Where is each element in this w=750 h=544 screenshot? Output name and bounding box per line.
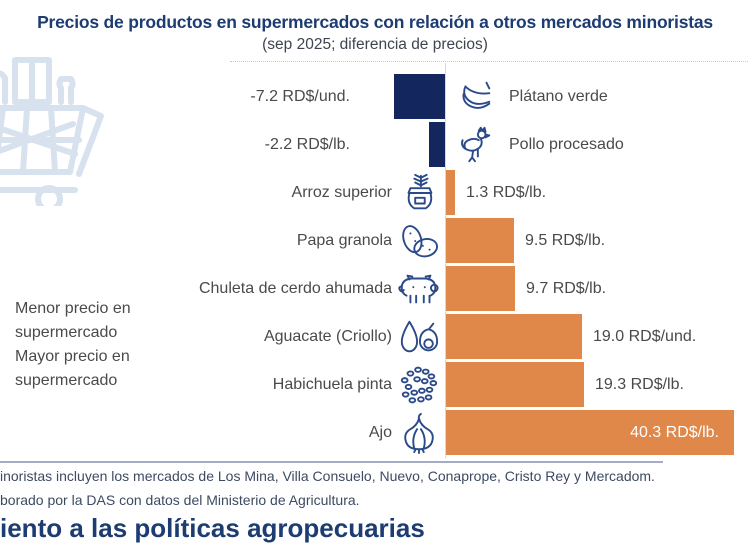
- bar-row: -2.2 RD$/lb. Pollo procesado: [0, 121, 750, 169]
- positive-bar: [446, 170, 455, 215]
- category-label: Pollo procesado: [509, 136, 624, 153]
- negative-bar: [394, 74, 445, 119]
- footnote-markets: inoristas incluyen los mercados de Los M…: [0, 468, 655, 484]
- value-label: -7.2 RD$/und.: [250, 88, 350, 105]
- bar-row: 19.3 RD$/lb. Habichuela pinta: [0, 361, 750, 409]
- legend-side-note: Menor precio en supermercado Mayor preci…: [15, 297, 175, 393]
- potato-icon: [396, 219, 442, 263]
- legend-lower-price-line1: Menor precio en: [15, 300, 131, 317]
- bar-row: 40.3 RD$/lb. Ajo: [0, 409, 750, 457]
- bar-row: 1.3 RD$/lb. Arroz superior: [0, 169, 750, 217]
- category-label: Papa granola: [296, 232, 392, 249]
- bar-row: 19.0 RD$/und. Aguacate (Criollo): [0, 313, 750, 361]
- chart-subtitle: (sep 2025; diferencia de precios): [262, 36, 488, 53]
- positive-bar: [446, 218, 514, 263]
- rice-icon: [396, 171, 442, 215]
- pig-icon: [396, 267, 442, 311]
- category-label: Aguacate (Criollo): [263, 328, 392, 345]
- category-label: Plátano verde: [509, 88, 608, 105]
- value-label: 1.3 RD$/lb.: [466, 184, 547, 201]
- bar-row: -7.2 RD$/und. Plátano verde: [0, 73, 750, 121]
- category-label: Chuleta de cerdo ahumada: [198, 280, 392, 297]
- value-label: 9.5 RD$/lb.: [525, 232, 606, 249]
- zero-axis-line: [445, 63, 446, 458]
- legend-higher-price-line2: supermercado: [15, 372, 118, 389]
- avocado-icon: [396, 315, 442, 359]
- category-label: Ajo: [368, 424, 392, 441]
- next-section-heading: iento a las políticas agropecuarias: [0, 513, 425, 543]
- footer-divider: [0, 461, 663, 463]
- chart-title: Precios de productos en supermercados co…: [37, 12, 713, 32]
- banana-icon: [452, 75, 498, 119]
- value-label: 40.3 RD$/lb.: [630, 424, 719, 441]
- garlic-icon: [396, 411, 442, 455]
- chicken-icon: [452, 123, 498, 167]
- bar-row: 9.5 RD$/lb. Papa granola: [0, 217, 750, 265]
- beans-icon: [396, 363, 442, 407]
- value-label: -2.2 RD$/lb.: [264, 136, 350, 153]
- top-gridline: [230, 61, 748, 62]
- footnote-source: borado por la DAS con datos del Minister…: [0, 492, 360, 508]
- positive-bar: [446, 314, 582, 359]
- legend-lower-price-line2: supermercado: [15, 324, 118, 341]
- legend-higher-price-line1: Mayor precio en: [15, 348, 130, 365]
- category-label: Arroz superior: [291, 184, 392, 201]
- negative-bar: [429, 122, 445, 167]
- value-label: 9.7 RD$/lb.: [526, 280, 607, 297]
- bar-row: 9.7 RD$/lb. Chuleta de cerdo ahumada: [0, 265, 750, 313]
- value-label: 19.0 RD$/und.: [593, 328, 697, 345]
- positive-bar: [446, 362, 584, 407]
- positive-bar: [446, 266, 515, 311]
- positive-bar: [446, 410, 734, 455]
- value-label: 19.3 RD$/lb.: [595, 376, 684, 393]
- category-label: Habichuela pinta: [272, 376, 392, 393]
